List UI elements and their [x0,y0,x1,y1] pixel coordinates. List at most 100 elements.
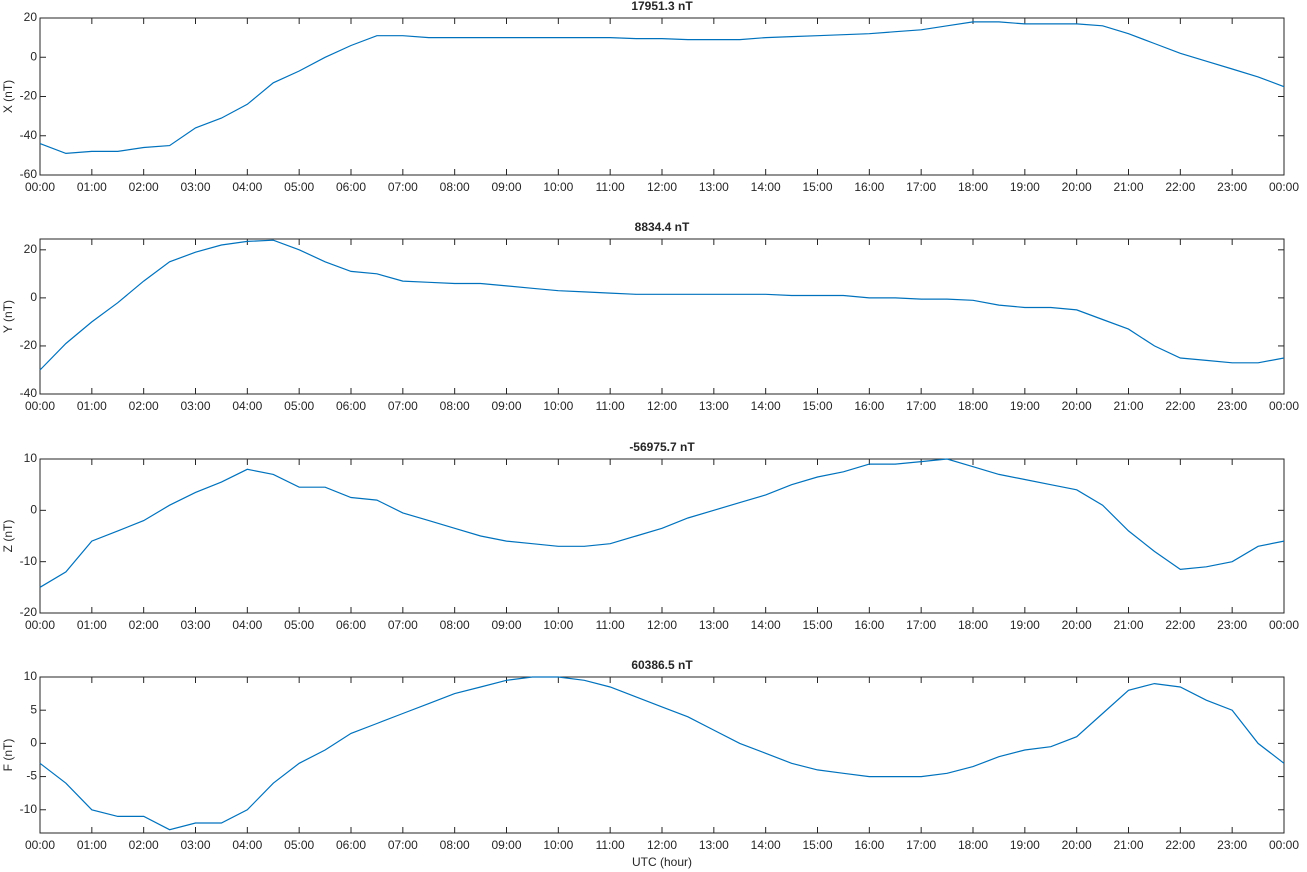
x-tick-label: 04:00 [232,180,262,194]
x-tick-label: 14:00 [751,618,781,632]
x-tick-label: 14:00 [751,838,781,852]
x-tick-label: 11:00 [596,399,625,413]
y-tick-label: -20 [20,89,38,103]
x-tick-label: 08:00 [440,838,470,852]
x-tick-label: 09:00 [491,180,521,194]
y-tick-label: -10 [20,802,38,816]
x-tick-label: 00:00 [25,838,55,852]
y-tick-label: 20 [24,242,38,256]
x-tick-label: 12:00 [647,399,677,413]
x-tick-label: 07:00 [388,618,418,632]
x-tick-label: 21:00 [1113,618,1143,632]
x-tick-label: 06:00 [336,618,366,632]
data-line [39,458,1285,588]
x-tick-label: 17:00 [906,399,936,413]
x-tick-label: 16:00 [854,838,884,852]
x-tick-label: 20:00 [1062,399,1092,413]
y-tick-label: -60 [20,167,38,181]
x-tick-label: 02:00 [129,838,159,852]
x-tick-label: 22:00 [1165,180,1195,194]
x-tick-label: 02:00 [129,180,159,194]
axes-box [39,676,1285,834]
x-tick-label: 23:00 [1217,180,1247,194]
chart-title: 60386.5 nT [631,658,693,672]
x-tick-label: 23:00 [1217,838,1247,852]
x-tick-label: 17:00 [906,618,936,632]
x-tick-label: 15:00 [802,618,832,632]
axes-box [39,458,1285,614]
x-tick-label: 23:00 [1217,399,1247,413]
x-tick-label: 23:00 [1217,618,1247,632]
x-tick-label: 20:00 [1062,838,1092,852]
data-line [39,21,1285,155]
x-tick-label: 05:00 [284,180,314,194]
x-tick-label: 20:00 [1062,618,1092,632]
x-tick-label: 10:00 [543,618,573,632]
x-tick-label: 02:00 [129,399,159,413]
x-tick-label: 00:00 [1269,399,1299,413]
x-tick-label: 03:00 [180,838,210,852]
x-tick-label: 10:00 [543,180,573,194]
x-tick-label: 14:00 [751,180,781,194]
y-tick-label: 5 [30,702,37,716]
x-tick-label: 09:00 [491,838,521,852]
x-tick-label: 05:00 [284,838,314,852]
x-tick-label: 16:00 [854,180,884,194]
chart-title: 8834.4 nT [635,220,690,234]
x-tick-label: 02:00 [129,618,159,632]
x-tick-label: 08:00 [440,399,470,413]
x-tick-label: 19:00 [1010,399,1040,413]
x-tick-label: 17:00 [906,838,936,852]
y-tick-label: -20 [20,338,38,352]
x-tick-label: 04:00 [232,399,262,413]
x-tick-label: 09:00 [491,618,521,632]
x-tick-label: 07:00 [388,399,418,413]
x-axis-label: UTC (hour) [632,855,692,869]
x-tick-label: 04:00 [232,618,262,632]
x-tick-label: 00:00 [25,618,55,632]
x-tick-label: 00:00 [25,180,55,194]
y-tick-label: 10 [24,451,38,465]
axes-box [39,17,1285,176]
y-tick-label: 0 [30,290,37,304]
x-tick-label: 03:00 [180,180,210,194]
x-tick-label: 03:00 [180,618,210,632]
x-tick-label: 12:00 [647,618,677,632]
x-tick-label: 13:00 [699,180,729,194]
y-axis-label: Z (nT) [1,520,15,553]
x-tick-label: 04:00 [232,838,262,852]
x-tick-label: 14:00 [751,399,781,413]
x-tick-label: 12:00 [647,180,677,194]
x-tick-label: 11:00 [596,838,625,852]
x-tick-label: 10:00 [543,399,573,413]
x-tick-label: 21:00 [1113,399,1143,413]
x-tick-label: 13:00 [699,399,729,413]
x-tick-label: 21:00 [1113,838,1143,852]
chart-title: -56975.7 nT [629,440,695,454]
y-axis-label: F (nT) [1,739,15,772]
x-tick-label: 18:00 [958,399,988,413]
x-tick-label: 11:00 [596,618,625,632]
y-tick-label: 0 [30,736,37,750]
x-tick-label: 19:00 [1010,618,1040,632]
x-tick-label: 07:00 [388,180,418,194]
data-line [39,676,1285,831]
y-tick-label: -5 [26,769,37,783]
x-tick-label: 06:00 [336,180,366,194]
x-tick-label: 15:00 [802,838,832,852]
x-tick-label: 01:00 [77,618,107,632]
x-tick-label: 10:00 [543,838,573,852]
x-tick-label: 08:00 [440,180,470,194]
x-tick-label: 16:00 [854,618,884,632]
axes-box [39,238,1285,395]
x-tick-label: 13:00 [699,838,729,852]
x-tick-label: 01:00 [77,838,107,852]
chart-title: 17951.3 nT [631,0,693,13]
x-tick-label: 00:00 [25,399,55,413]
y-tick-label: 10 [24,669,38,683]
y-tick-label: -10 [20,554,38,568]
y-tick-label: -20 [20,605,38,619]
y-tick-label: -40 [20,128,38,142]
x-tick-label: 00:00 [1269,838,1299,852]
